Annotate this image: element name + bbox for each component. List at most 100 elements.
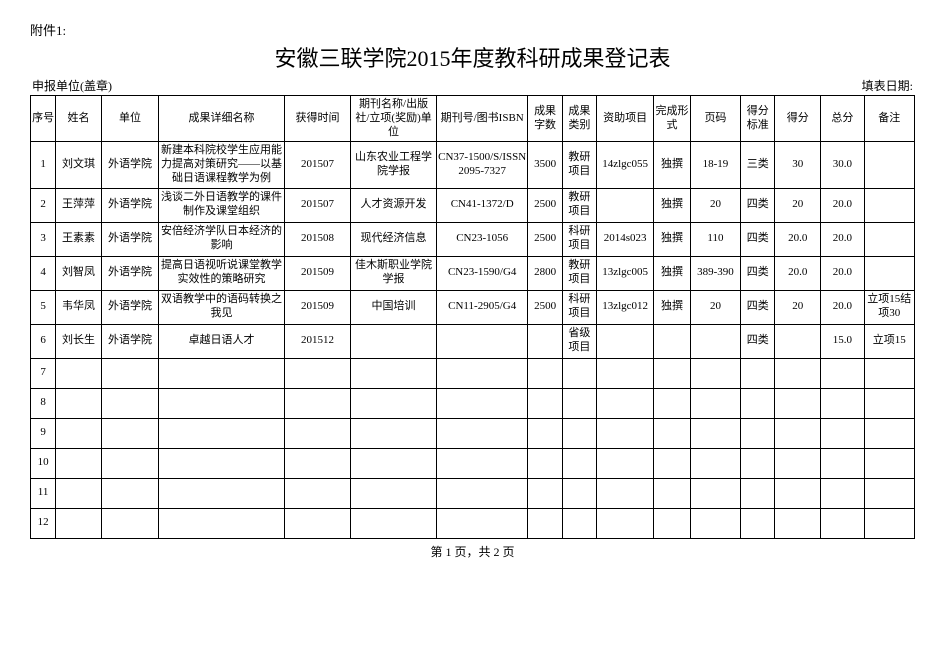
cell-score: 20 bbox=[775, 290, 821, 324]
cell-note bbox=[864, 448, 914, 478]
cell-cat: 科研项目 bbox=[562, 290, 596, 324]
cell-name: 刘文琪 bbox=[56, 142, 102, 188]
cell-note: 立项15 bbox=[864, 324, 914, 358]
cell-cat: 科研项目 bbox=[562, 222, 596, 256]
cell-cat bbox=[562, 388, 596, 418]
cell-publisher: 佳木斯职业学院学报 bbox=[351, 256, 437, 290]
col-form: 完成形式 bbox=[654, 96, 691, 142]
cell-std bbox=[741, 448, 775, 478]
cell-score bbox=[775, 448, 821, 478]
cell-date: 201507 bbox=[284, 142, 350, 188]
cell-form: 独撰 bbox=[654, 290, 691, 324]
cell-total: 20.0 bbox=[821, 290, 864, 324]
cell-words bbox=[528, 358, 562, 388]
cell-std bbox=[741, 388, 775, 418]
cell-date: 201508 bbox=[284, 222, 350, 256]
cell-date: 201509 bbox=[284, 256, 350, 290]
cell-words: 2800 bbox=[528, 256, 562, 290]
cell-form: 独撰 bbox=[654, 222, 691, 256]
cell-publisher bbox=[351, 418, 437, 448]
cell-idx: 1 bbox=[31, 142, 56, 188]
col-date: 获得时间 bbox=[284, 96, 350, 142]
cell-words: 3500 bbox=[528, 142, 562, 188]
cell-pages bbox=[690, 418, 740, 448]
cell-pages bbox=[690, 508, 740, 538]
cell-idx: 5 bbox=[31, 290, 56, 324]
cell-isbn bbox=[436, 448, 527, 478]
cell-detail: 安倍经济学队日本经济的影响 bbox=[159, 222, 285, 256]
col-isbn: 期刊号/图书ISBN bbox=[436, 96, 527, 142]
cell-unit bbox=[101, 418, 158, 448]
cell-cat bbox=[562, 448, 596, 478]
cell-date: 201507 bbox=[284, 188, 350, 222]
cell-pages bbox=[690, 448, 740, 478]
cell-date bbox=[284, 508, 350, 538]
cell-pages: 20 bbox=[690, 188, 740, 222]
cell-fund: 13zlgc012 bbox=[597, 290, 654, 324]
cell-total bbox=[821, 388, 864, 418]
cell-fund: 13zlgc005 bbox=[597, 256, 654, 290]
cell-idx: 10 bbox=[31, 448, 56, 478]
cell-form bbox=[654, 388, 691, 418]
cell-name: 刘长生 bbox=[56, 324, 102, 358]
table-row: 1刘文琪外语学院新建本科院校学生应用能力提高对策研究——以基础日语课程教学为例2… bbox=[31, 142, 915, 188]
cell-note bbox=[864, 478, 914, 508]
cell-total: 20.0 bbox=[821, 256, 864, 290]
cell-isbn bbox=[436, 388, 527, 418]
cell-note bbox=[864, 256, 914, 290]
col-note: 备注 bbox=[864, 96, 914, 142]
cell-unit: 外语学院 bbox=[101, 142, 158, 188]
cell-words: 2500 bbox=[528, 188, 562, 222]
cell-note: 立项15结项30 bbox=[864, 290, 914, 324]
page-footer: 第 1 页，共 2 页 bbox=[30, 543, 915, 560]
cell-form bbox=[654, 358, 691, 388]
cell-detail: 卓越日语人才 bbox=[159, 324, 285, 358]
cell-isbn bbox=[436, 508, 527, 538]
results-table: 序号姓名单位成果详细名称获得时间期刊名称/出版社/立项(奖励)单位期刊号/图书I… bbox=[30, 95, 915, 539]
cell-detail bbox=[159, 358, 285, 388]
cell-idx: 6 bbox=[31, 324, 56, 358]
cell-std bbox=[741, 418, 775, 448]
cell-total: 20.0 bbox=[821, 188, 864, 222]
cell-form: 独撰 bbox=[654, 188, 691, 222]
cell-unit: 外语学院 bbox=[101, 290, 158, 324]
cell-score bbox=[775, 324, 821, 358]
table-row: 4刘智凤外语学院提高日语视听说课堂教学实效性的策略研究201509佳木斯职业学院… bbox=[31, 256, 915, 290]
meta-right: 填表日期: bbox=[862, 77, 913, 94]
cell-publisher: 现代经济信息 bbox=[351, 222, 437, 256]
table-row: 11 bbox=[31, 478, 915, 508]
col-total: 总分 bbox=[821, 96, 864, 142]
col-std: 得分标准 bbox=[741, 96, 775, 142]
cell-score: 30 bbox=[775, 142, 821, 188]
cell-score: 20 bbox=[775, 188, 821, 222]
cell-publisher bbox=[351, 358, 437, 388]
cell-cat: 教研项目 bbox=[562, 256, 596, 290]
cell-fund bbox=[597, 448, 654, 478]
cell-form bbox=[654, 508, 691, 538]
cell-form: 独撰 bbox=[654, 142, 691, 188]
cell-fund bbox=[597, 478, 654, 508]
cell-name: 王萍萍 bbox=[56, 188, 102, 222]
cell-detail: 新建本科院校学生应用能力提高对策研究——以基础日语课程教学为例 bbox=[159, 142, 285, 188]
cell-idx: 3 bbox=[31, 222, 56, 256]
cell-total: 20.0 bbox=[821, 222, 864, 256]
cell-std: 四类 bbox=[741, 324, 775, 358]
cell-publisher bbox=[351, 448, 437, 478]
cell-note bbox=[864, 188, 914, 222]
cell-name bbox=[56, 418, 102, 448]
cell-idx: 8 bbox=[31, 388, 56, 418]
cell-score bbox=[775, 508, 821, 538]
cell-total bbox=[821, 418, 864, 448]
cell-form bbox=[654, 418, 691, 448]
cell-pages bbox=[690, 388, 740, 418]
cell-isbn bbox=[436, 324, 527, 358]
page-title: 安徽三联学院2015年度教科研成果登记表 bbox=[30, 41, 915, 73]
cell-std: 四类 bbox=[741, 256, 775, 290]
cell-date: 201509 bbox=[284, 290, 350, 324]
cell-isbn: CN23-1590/G4 bbox=[436, 256, 527, 290]
cell-fund: 2014s023 bbox=[597, 222, 654, 256]
cell-words bbox=[528, 388, 562, 418]
cell-score: 20.0 bbox=[775, 222, 821, 256]
col-idx: 序号 bbox=[31, 96, 56, 142]
col-publisher: 期刊名称/出版社/立项(奖励)单位 bbox=[351, 96, 437, 142]
